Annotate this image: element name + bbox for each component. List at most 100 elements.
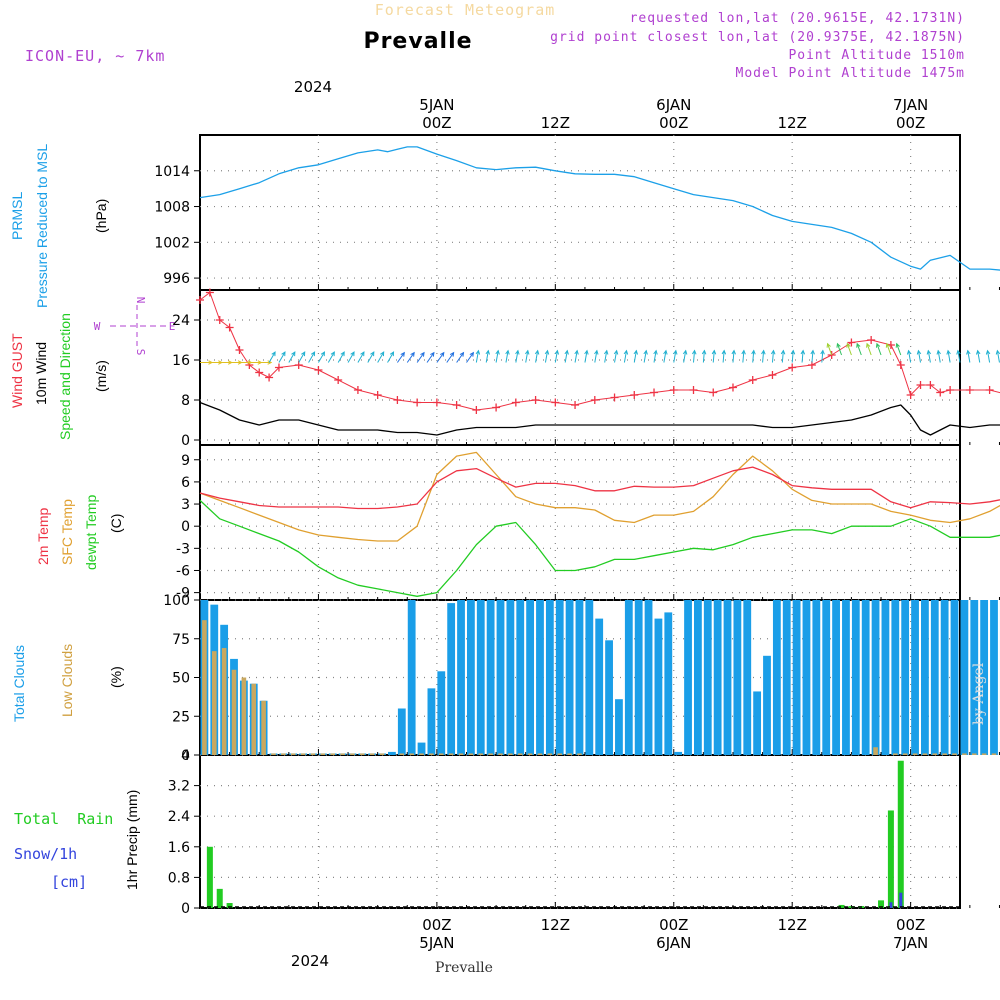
wind-arrow-head [320, 351, 325, 357]
wind-arrow [996, 350, 1000, 363]
wind-arrow [525, 350, 529, 363]
wind-arrow [327, 351, 335, 363]
total-cloud-bar [466, 600, 475, 755]
gust-marker [728, 383, 737, 392]
total-cloud-bar [585, 600, 594, 755]
gust-marker [255, 368, 264, 377]
gust-marker [689, 386, 698, 394]
snow-bar [889, 902, 893, 908]
total-cloud-bar [486, 600, 495, 755]
precip-ytick-label: 4 [181, 748, 190, 764]
total-cloud-bar [526, 600, 535, 755]
low-cloud-bar [251, 683, 257, 755]
gust-marker [669, 386, 678, 394]
top-hour-label: 12Z [778, 114, 807, 132]
pressure-line [199, 146, 1000, 271]
wind-arrow [937, 350, 941, 363]
total-cloud-bar [782, 600, 791, 755]
total-cloud-bar [861, 600, 870, 755]
wind-arrow [406, 352, 415, 363]
low-cloud-bar [893, 753, 898, 755]
total-cloud-bar [427, 688, 436, 755]
wind-arrow [722, 350, 725, 363]
wind-arrow-head [340, 351, 345, 357]
top-day-labels: 5JAN 6JAN 7JAN [419, 96, 928, 114]
rain-bar [216, 888, 223, 908]
total-cloud-bar [733, 600, 742, 755]
wind-arrow [712, 350, 715, 363]
gust-marker [274, 363, 283, 372]
footer-location: Prevalle [435, 960, 493, 976]
total-cloud-bar [930, 600, 939, 755]
wind-arrow [866, 343, 872, 356]
clouds-ytick-label: 100 [163, 593, 190, 609]
wind-arrow [876, 343, 882, 356]
wind-arrow [584, 350, 588, 363]
total-cloud-bar [615, 699, 623, 755]
wind-arrow-head [741, 349, 746, 355]
wind-arrow [957, 350, 961, 363]
wind-arrow [278, 351, 286, 363]
wind-arrow-head [721, 349, 727, 355]
wind-arrow-head [836, 342, 841, 348]
wind-arrow [574, 350, 578, 363]
total-cloud-bar [822, 600, 831, 755]
label-prmsl: PRMSL [9, 192, 25, 240]
top-day-label: 6JAN [656, 96, 691, 114]
low-cloud-bar [902, 753, 908, 755]
wind-arrow [762, 350, 765, 363]
wind-arrow [544, 350, 549, 363]
gust-marker [590, 396, 599, 404]
temperature-frame [199, 444, 961, 601]
precip-ytick-label: 2.4 [168, 809, 190, 825]
wind-arrow-head [623, 349, 629, 355]
wind-arrow-head [906, 349, 912, 355]
total-cloud-bar [694, 600, 702, 755]
label-ms: (m/s) [93, 360, 109, 392]
low-cloud-bar [981, 753, 987, 755]
total-cloud-bar [950, 600, 959, 755]
low-cloud-bar [241, 677, 247, 755]
top-day-label: 5JAN [419, 96, 454, 114]
bottom-day-labels: 5JAN 6JAN 7JAN [419, 934, 928, 952]
wind-arrow [811, 350, 814, 363]
total-cloud-bar [476, 600, 485, 755]
wind-arrow [396, 352, 405, 363]
total-cloud-bar [703, 600, 712, 755]
wind-arrow-head [475, 349, 481, 355]
wind-arrow-head [603, 349, 609, 355]
credit-watermark: by Angel [971, 662, 987, 725]
gust-marker [936, 388, 945, 397]
total-cloud-bar [871, 600, 880, 755]
label-precip-axis: 1hr Precip (mm) [124, 790, 140, 890]
wind-arrow [495, 350, 499, 363]
low-cloud-bar [360, 753, 365, 755]
total-cloud-bar [457, 600, 465, 755]
low-cloud-bar [202, 620, 207, 755]
low-cloud-bar [478, 753, 484, 755]
top-hour-label: 12Z [541, 114, 570, 132]
gust-marker [452, 401, 461, 409]
total-cloud-bar [555, 600, 564, 755]
low-cloud-bar [290, 753, 296, 755]
total-cloud-bar [654, 618, 663, 755]
wind-arrow-head [643, 349, 648, 355]
wind-arrow-head [936, 349, 941, 355]
label-low-clouds: Low Clouds [59, 644, 75, 717]
compass-s: S [134, 349, 147, 356]
wind-arrow-head [826, 342, 831, 348]
low-cloud-bar [873, 747, 878, 755]
gust-marker [511, 398, 520, 407]
wind-arrow-head [584, 349, 589, 355]
dewpt-temp-line [199, 499, 1000, 597]
wind-arrow [614, 350, 618, 363]
low-cloud-bar [488, 753, 493, 755]
bottom-day-label: 7JAN [893, 934, 928, 952]
wind-arrow [693, 350, 696, 363]
wind-arrow [377, 351, 385, 363]
wind-arrow-head [330, 351, 335, 357]
panels: 996 1002 1008 1014 0 8 16 24 -9 -6 -3 0 3 6 9 0 25 50 75 10… [154, 134, 1000, 917]
wind-arrow [387, 351, 394, 363]
point-altitude: Point Altitude 1510m [788, 48, 965, 63]
gust-marker [946, 386, 955, 394]
